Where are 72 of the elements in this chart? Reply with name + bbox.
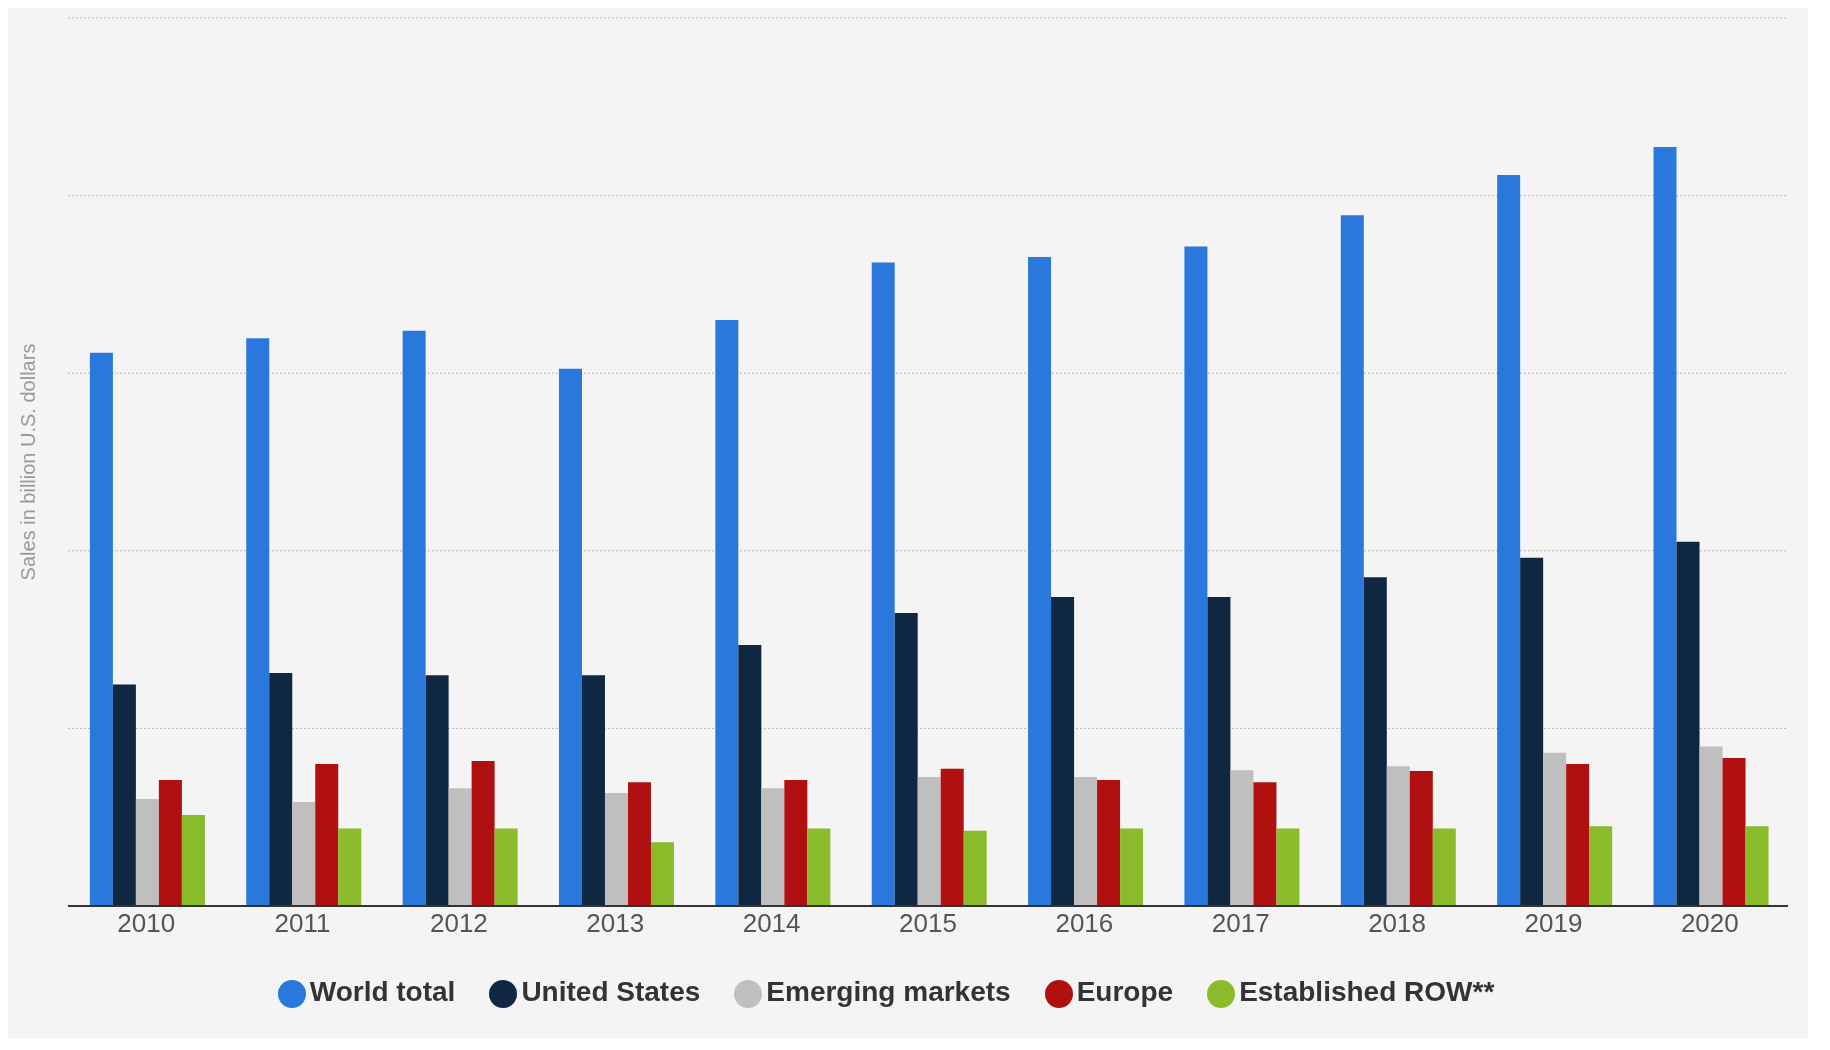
bar (715, 320, 739, 906)
x-tick-label: 2020 (1680, 908, 1739, 939)
x-tick-label: 2018 (1368, 908, 1427, 939)
bar (494, 828, 518, 906)
bar (871, 262, 895, 906)
legend-label: United States (521, 976, 701, 1007)
x-tick-label: 2015 (899, 908, 957, 939)
bar (181, 814, 205, 906)
x-tick-label: 2013 (586, 908, 645, 939)
bar (581, 675, 605, 906)
bar (650, 842, 674, 906)
bar (917, 776, 941, 906)
bar (89, 352, 113, 906)
bar (1097, 780, 1121, 906)
legend-label: Emerging markets (766, 976, 1011, 1007)
bar (269, 672, 293, 906)
legend-label: World total (309, 976, 456, 1007)
bar (425, 675, 449, 906)
x-tick-label: 2014 (742, 908, 801, 939)
bar (1653, 147, 1677, 906)
bar (1676, 541, 1700, 906)
bar (1120, 828, 1144, 906)
bar (135, 798, 159, 906)
bar (1409, 770, 1433, 906)
bar (604, 792, 628, 906)
bar (158, 780, 182, 906)
bar (292, 802, 316, 906)
bar (1432, 828, 1456, 906)
bar (807, 828, 831, 906)
bar (1745, 826, 1769, 906)
y-axis-title: Sales in billion U.S. dollars (17, 343, 40, 581)
bar (1028, 257, 1052, 906)
bar (1386, 766, 1410, 906)
bar (1276, 828, 1300, 906)
x-tick-label: 2010 (117, 908, 176, 939)
x-tick-label: 2016 (1055, 908, 1114, 939)
bar (1699, 746, 1723, 906)
bar (894, 613, 918, 906)
legend-label: Europe (1076, 976, 1174, 1007)
bar (1589, 826, 1613, 906)
bar (1184, 246, 1208, 906)
bar (1722, 758, 1746, 906)
bar (471, 761, 495, 906)
x-tick-label: 2012 (429, 908, 488, 939)
bar (1363, 577, 1387, 906)
bar (940, 768, 964, 906)
bar (761, 788, 785, 906)
bar (627, 782, 651, 906)
bar (402, 330, 426, 906)
bar (112, 684, 136, 906)
x-tick-label: 2011 (274, 908, 331, 939)
bar (1520, 557, 1544, 906)
bar (963, 830, 987, 906)
bar (1207, 597, 1231, 906)
bar (1253, 782, 1277, 906)
bar (315, 764, 339, 906)
bar (1230, 770, 1254, 906)
x-tick-label: 2017 (1211, 908, 1270, 939)
bar (558, 368, 582, 906)
bar (1051, 597, 1075, 906)
legend-label: Established ROW** (1239, 976, 1495, 1007)
bar (784, 780, 808, 906)
bar (1340, 215, 1364, 906)
bar (338, 828, 362, 906)
bar (1543, 752, 1567, 906)
bar (1074, 776, 1098, 906)
x-tick-label: 2019 (1524, 908, 1583, 939)
bar (1566, 764, 1590, 906)
bar (1497, 175, 1521, 906)
bar (448, 788, 472, 906)
bar (246, 338, 270, 906)
bar (738, 644, 762, 906)
